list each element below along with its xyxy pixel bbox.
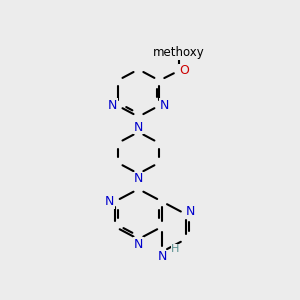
Text: N: N (134, 172, 143, 185)
Text: N: N (160, 99, 169, 112)
Text: H: H (171, 244, 180, 254)
Text: N: N (105, 195, 115, 208)
Text: N: N (134, 121, 143, 134)
Text: N: N (108, 99, 117, 112)
Text: N: N (186, 206, 196, 218)
Text: O: O (179, 64, 189, 77)
Text: methoxy: methoxy (153, 46, 205, 59)
Text: N: N (158, 250, 167, 263)
Text: N: N (134, 238, 143, 251)
